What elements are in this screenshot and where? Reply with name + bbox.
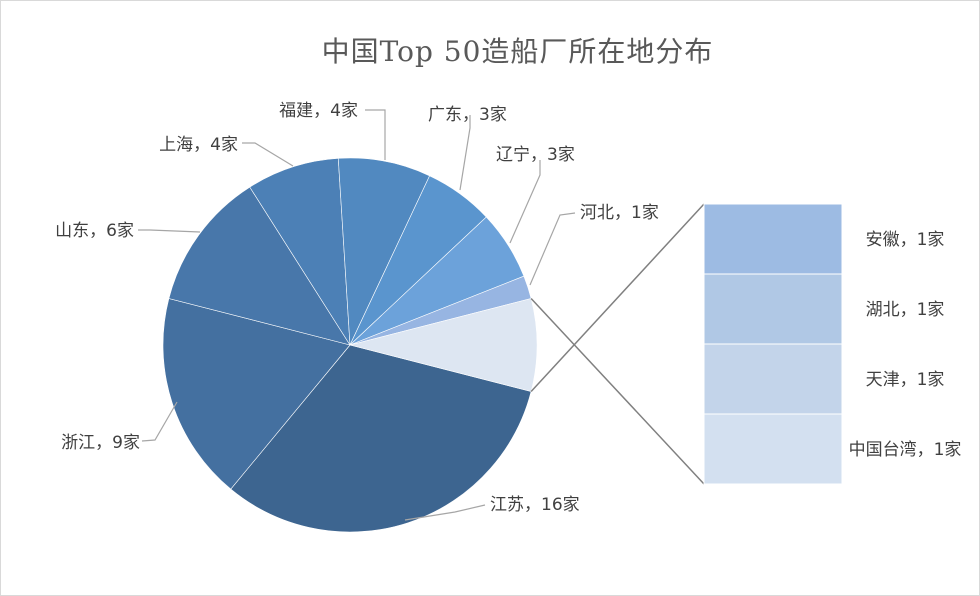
connector-line-top <box>530 203 705 393</box>
secondary-label-安徽: 安徽，1家 <box>866 230 945 250</box>
secondary-label-湖北: 湖北，1家 <box>866 300 945 320</box>
data-label-河北: 河北，1家 <box>580 203 659 223</box>
data-label-福建: 福建，4家 <box>279 101 358 121</box>
leader-line-河北 <box>529 212 576 286</box>
data-label-浙江: 浙江，9家 <box>61 433 140 453</box>
leader-line-江苏 <box>404 504 486 521</box>
secondary-bar-segment-湖北 <box>703 273 843 345</box>
pie-slice-江苏 <box>230 344 532 533</box>
data-label-广东: 广东，3家 <box>428 105 507 125</box>
connector-line-bottom <box>530 297 705 485</box>
secondary-label-天津: 天津，1家 <box>866 370 945 390</box>
data-label-山东: 山东，6家 <box>55 221 134 241</box>
leader-line-广东 <box>459 115 471 191</box>
secondary-bar-segment-安徽 <box>703 203 843 275</box>
data-label-上海: 上海，4家 <box>159 135 238 155</box>
secondary-bar-segment-中国台湾 <box>703 413 843 485</box>
data-label-辽宁: 辽宁，3家 <box>496 145 575 165</box>
leader-line-浙江 <box>141 401 178 442</box>
data-label-江苏: 江苏，16家 <box>490 495 580 515</box>
pie-slice-福建 <box>337 157 431 346</box>
secondary-label-中国台湾: 中国台湾，1家 <box>849 440 962 460</box>
secondary-bar-segment-天津 <box>703 343 843 415</box>
chart-title: 中国Top 50造船厂所在地分布 <box>321 35 714 68</box>
pie-slice-浙江 <box>162 298 351 490</box>
leader-line-福建 <box>365 109 386 160</box>
leader-line-辽宁 <box>509 160 541 244</box>
pie-slice-山东 <box>168 186 351 346</box>
leader-line-山东 <box>138 229 201 233</box>
pie-slice-上海 <box>249 158 351 346</box>
pie-slice-other <box>349 298 538 392</box>
leader-line-上海 <box>242 142 294 167</box>
